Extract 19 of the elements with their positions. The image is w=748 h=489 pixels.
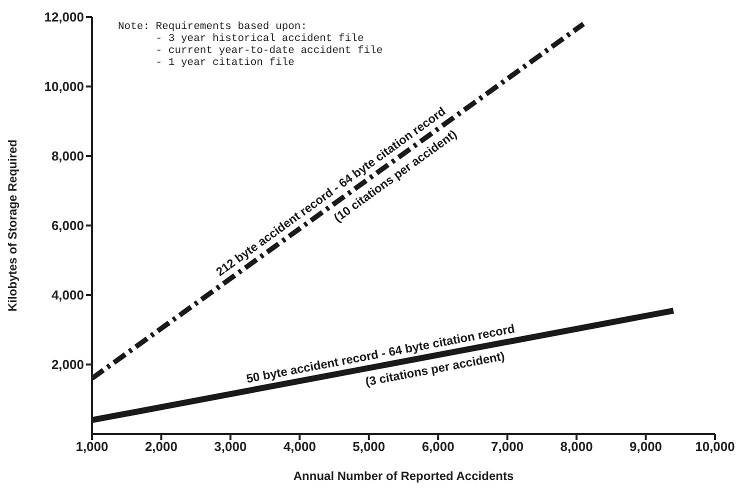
x-axis-title: Annual Number of Reported Accidents [293, 469, 514, 483]
x-tick-label: 5,000 [352, 439, 386, 454]
x-tick-label: 4,000 [283, 439, 316, 454]
x-tick-label: 8,000 [560, 439, 593, 454]
y-tick-label: 8,000 [51, 148, 84, 164]
y-tick-label: 12,000 [44, 10, 84, 25]
x-tick-label: 6,000 [422, 439, 454, 454]
y-tick-label: 10,000 [44, 79, 84, 94]
x-tick-label: 10,000 [695, 439, 735, 454]
y-tick-label: 2,000 [51, 357, 84, 372]
y-tick-label: 6,000 [51, 218, 84, 234]
x-tick-label: 1,000 [76, 439, 108, 454]
x-tick-label: 2,000 [144, 439, 178, 454]
x-tick-label: 3,000 [214, 439, 247, 454]
y-tick-label: 4,000 [51, 288, 84, 303]
x-tick-label: 9,000 [630, 439, 662, 454]
y-axis-title: Kilobytes of Storage Required [5, 139, 20, 312]
annotation: Note: Requirements based upon: - 3 year historical accident file - current year-to-date accident file - 1 year citation file [118, 21, 383, 69]
x-tick-label: 7,000 [491, 439, 524, 454]
